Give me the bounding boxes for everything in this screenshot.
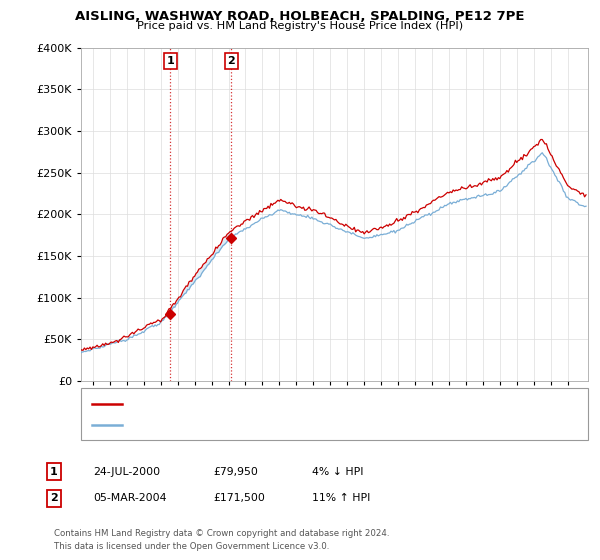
Text: 1: 1 xyxy=(166,56,174,66)
Text: £79,950: £79,950 xyxy=(213,466,258,477)
Text: £171,500: £171,500 xyxy=(213,493,265,503)
Text: AISLING, WASHWAY ROAD, HOLBEACH, SPALDING, PE12 7PE (detached house): AISLING, WASHWAY ROAD, HOLBEACH, SPALDIN… xyxy=(126,399,510,409)
Text: 1: 1 xyxy=(50,466,58,477)
Text: This data is licensed under the Open Government Licence v3.0.: This data is licensed under the Open Gov… xyxy=(54,542,329,551)
Text: 05-MAR-2004: 05-MAR-2004 xyxy=(93,493,167,503)
Text: 24-JUL-2000: 24-JUL-2000 xyxy=(93,466,160,477)
Text: AISLING, WASHWAY ROAD, HOLBEACH, SPALDING, PE12 7PE: AISLING, WASHWAY ROAD, HOLBEACH, SPALDIN… xyxy=(75,10,525,22)
Text: 2: 2 xyxy=(50,493,58,503)
Text: Contains HM Land Registry data © Crown copyright and database right 2024.: Contains HM Land Registry data © Crown c… xyxy=(54,529,389,538)
Text: 4% ↓ HPI: 4% ↓ HPI xyxy=(312,466,364,477)
Text: 11% ↑ HPI: 11% ↑ HPI xyxy=(312,493,370,503)
Text: Price paid vs. HM Land Registry's House Price Index (HPI): Price paid vs. HM Land Registry's House … xyxy=(137,21,463,31)
Text: 2: 2 xyxy=(227,56,235,66)
Text: HPI: Average price, detached house, South Holland: HPI: Average price, detached house, Sout… xyxy=(126,420,376,430)
